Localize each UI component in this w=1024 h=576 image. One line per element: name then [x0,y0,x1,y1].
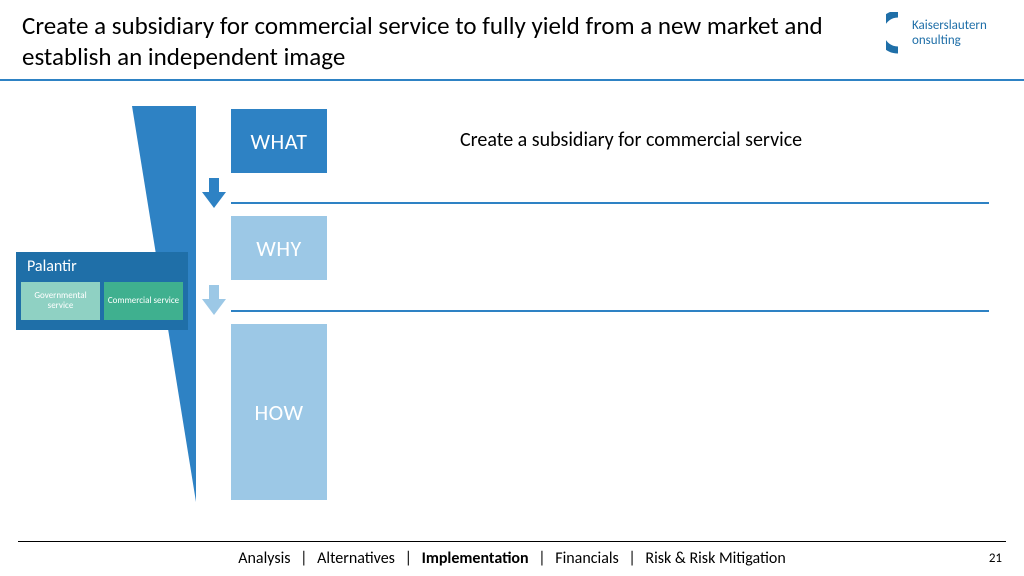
page-number: 21 [989,551,1002,566]
divider-section-1 [231,202,989,204]
footer-item-financials: Financials [555,549,619,568]
section-what-label: WHAT [250,128,307,155]
arrow-down-2 [202,285,226,315]
divider-section-2 [231,310,989,312]
footer-item-implementation: Implementation [422,549,529,568]
org-title: Palantir [17,253,187,282]
footer-item-alternatives: Alternatives [317,549,395,568]
section-why-box: WHY [231,216,327,280]
section-how-label: HOW [254,399,303,426]
logo-text-2: onsulting [912,33,961,48]
org-cell-governmental: Governmental service [21,282,100,320]
page-title: Create a subsidiary for commercial servi… [22,10,842,73]
section-how-box: HOW [231,324,327,500]
footer-item-risk: Risk & Risk Mitigation [645,549,785,568]
section-why-label: WHY [256,235,302,262]
org-cell-commercial: Commercial service [104,282,183,320]
divider-top [0,79,1024,81]
footer-sep: | [405,549,412,568]
slide: Create a subsidiary for commercial servi… [0,0,1024,576]
logo: Kaiserslautern onsulting [886,12,1006,54]
divider-bottom [18,541,1006,542]
section-what-text: Create a subsidiary for commercial servi… [460,128,802,152]
section-what-box: WHAT [231,109,327,173]
org-box: Palantir Governmental service Commercial… [16,252,188,330]
footer-item-analysis: Analysis [238,549,290,568]
footer-sep: | [538,549,545,568]
arrow-down-1 [202,178,226,208]
footer-nav: Analysis | Alternatives | Implementation… [0,549,1024,568]
footer-sep: | [300,549,307,568]
footer-sep: | [628,549,635,568]
org-cells: Governmental service Commercial service [17,282,187,324]
logo-text-1: Kaiserslautern [912,18,987,33]
